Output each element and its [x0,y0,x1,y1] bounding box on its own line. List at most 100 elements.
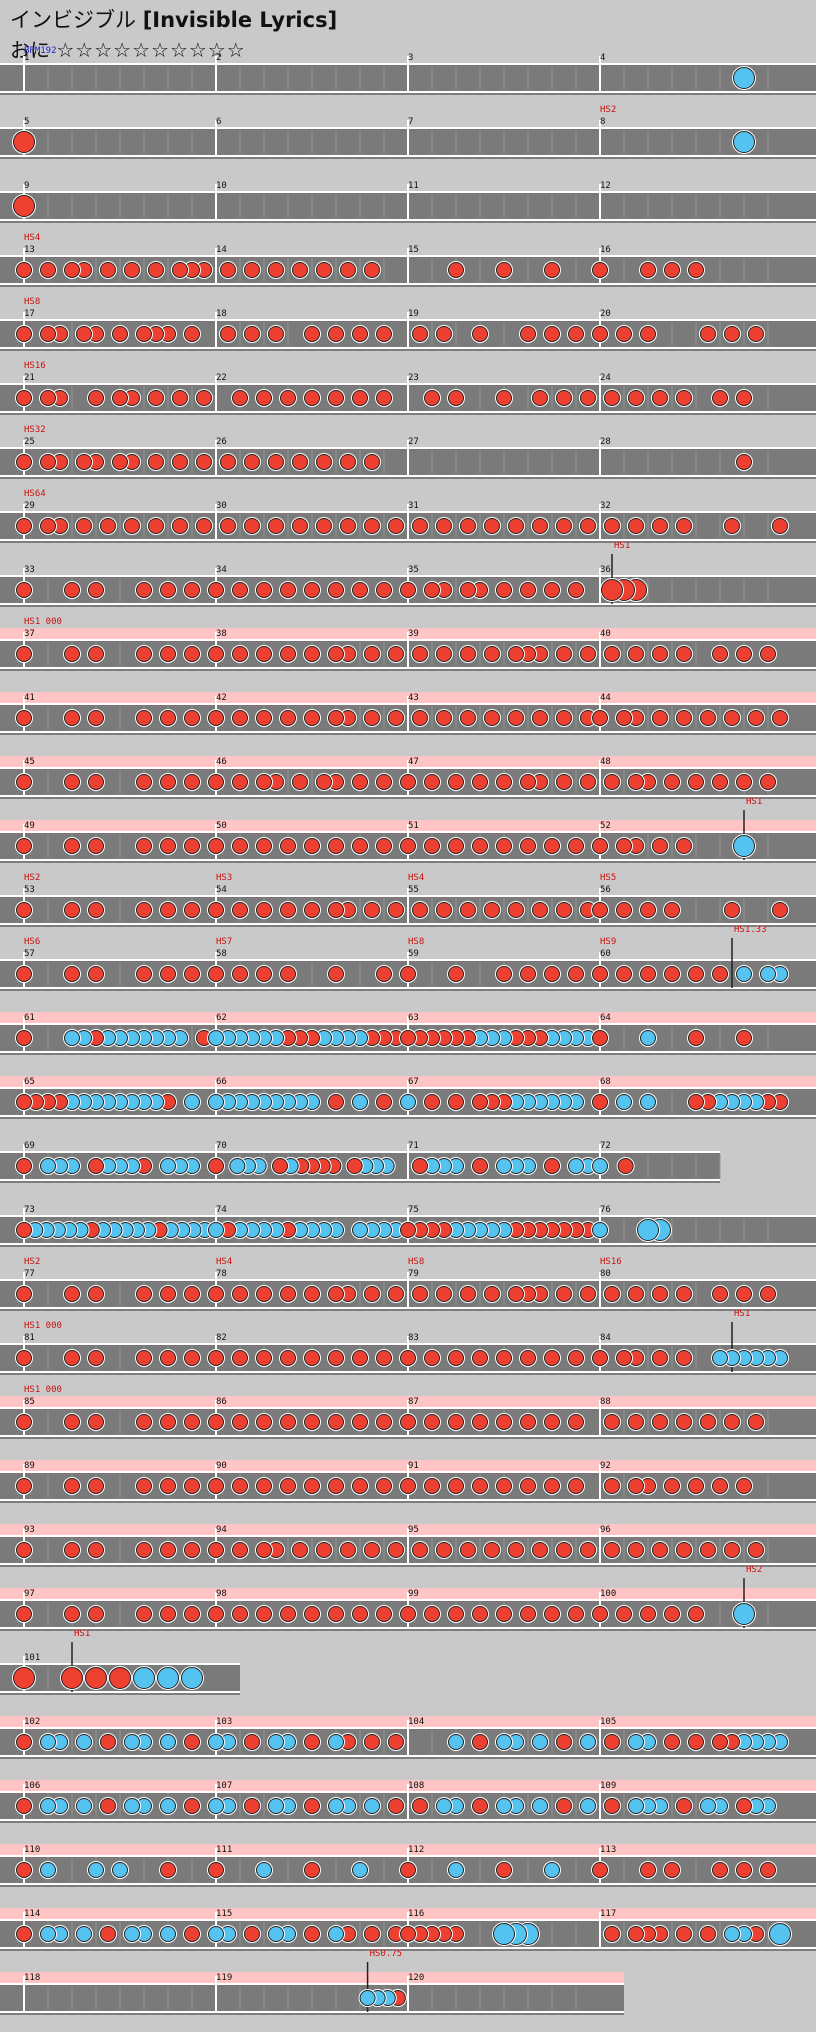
note-body [376,838,392,854]
note-body [436,326,452,342]
note-body [280,710,296,726]
measure-number: 48 [600,757,611,767]
measure-number: 60 [600,949,611,959]
note-body [172,518,188,534]
note-body [352,1606,368,1622]
note-body [388,710,404,726]
measure-number: 92 [600,1461,611,1471]
note-body [88,646,104,662]
note-body [352,838,368,854]
note-body [88,1478,104,1494]
note-body [484,902,500,918]
note-body [88,774,104,790]
note-body [436,710,452,726]
measure-number: 42 [216,693,227,703]
note-body [304,326,320,342]
note-body [340,1542,356,1558]
note-body [484,646,500,662]
measure-number: 37 [24,629,35,639]
note-body [16,646,32,662]
chart-row: 110 111 112 113 [0,1844,816,1887]
note-body [328,1734,344,1750]
note-body [700,1414,716,1430]
measure-number: 72 [600,1141,611,1151]
note-body [448,1094,464,1110]
note-body [604,1478,620,1494]
note-body [352,1414,368,1430]
measure-number: 24 [600,373,611,383]
note-body [88,838,104,854]
note-body [568,582,584,598]
note-body [232,1350,248,1366]
scroll-speed-label: HS6 [24,937,40,947]
note-body [760,966,776,982]
measure-number: 51 [408,821,419,831]
note-body [412,1158,428,1174]
note-body [364,262,380,278]
note-body [376,966,392,982]
measure-number: 30 [216,501,227,511]
chart-row: 57 58 59 60 HS6 HS7 HS8 HS9 HS1.33 [0,925,816,991]
note-body [496,1862,512,1878]
note-body [628,390,644,406]
note-body [181,1667,203,1689]
note-body [256,1478,272,1494]
note-body [400,1414,416,1430]
note-body [16,1798,32,1814]
note-body [64,966,80,982]
note-body [208,1222,224,1238]
note-body [160,1926,176,1942]
note-body [688,1478,704,1494]
gogo-band [0,1972,624,1984]
note-body [640,1862,656,1878]
note-body [484,518,500,534]
note-body [388,1734,404,1750]
note-body [736,454,752,470]
measure-number: 95 [408,1525,419,1535]
note-body [148,454,164,470]
note-body [136,966,152,982]
measure-number: 14 [216,245,227,255]
note-body [580,1542,596,1558]
chart-row: 101 HS1 [0,1629,240,1695]
note-body [184,1606,200,1622]
measure-number: 47 [408,757,419,767]
measure-number: 62 [216,1013,227,1023]
note-body [676,1350,692,1366]
note-body [208,1606,224,1622]
note-body [328,390,344,406]
note-body [520,582,536,598]
note-body [400,1478,416,1494]
note-body [64,582,80,598]
note-body [268,262,284,278]
note-body [520,1414,536,1430]
note-body [157,1667,179,1689]
chart-row: 13 14 15 16 HS4 [0,233,816,287]
note-body [160,1350,176,1366]
note-body [736,1798,752,1814]
note-body [160,1286,176,1302]
note-body [232,902,248,918]
note-body [568,1158,584,1174]
measure-number: 4 [600,53,605,63]
note-body [604,646,620,662]
note-body [160,966,176,982]
note-body [544,838,560,854]
measure-number: 57 [24,949,35,959]
note-body [424,582,440,598]
note-body [460,646,476,662]
note-body [328,710,344,726]
note-body [472,1734,488,1750]
note-body [232,966,248,982]
note-body [220,262,236,278]
note-body [316,518,332,534]
note-body [760,774,776,790]
note-body [133,1667,155,1689]
note-body [268,1926,284,1942]
note-body [328,1350,344,1366]
note-body [388,902,404,918]
note-body [136,326,152,342]
note-body [592,1030,608,1046]
note-body [640,1030,656,1046]
note-body [100,518,116,534]
